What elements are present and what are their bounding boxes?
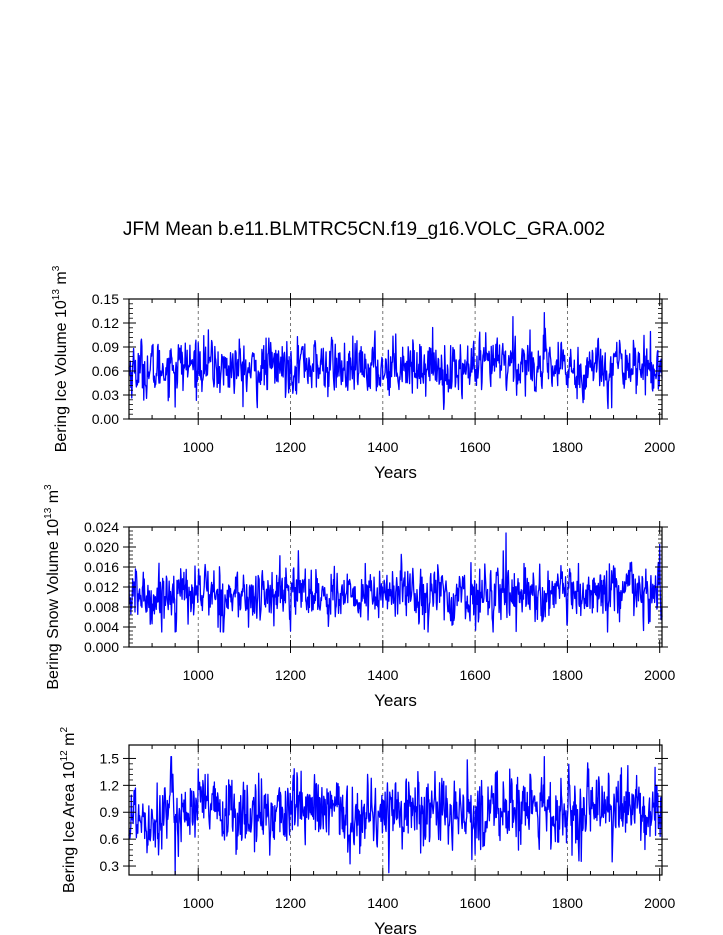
y-tick-label: 0.020 xyxy=(84,539,119,555)
y-tick-label: 0.000 xyxy=(84,639,119,655)
y-tick-label: 0.09 xyxy=(92,339,119,355)
y-tick-label: 0.6 xyxy=(100,831,120,847)
x-tick-label: 1800 xyxy=(552,895,583,911)
x-tick-label: 1000 xyxy=(183,895,214,911)
y-tick-label: 0.00 xyxy=(92,411,119,427)
x-tick-label: 1400 xyxy=(367,895,398,911)
y-axis-label: Bering Snow Volume 1013 m3 xyxy=(43,484,62,690)
x-tick-label: 2000 xyxy=(644,895,675,911)
y-tick-label: 0.004 xyxy=(84,619,119,635)
plot-frame xyxy=(128,526,663,648)
y-tick-label: 0.012 xyxy=(84,579,119,595)
y-tick-label: 0.06 xyxy=(92,363,119,379)
x-axis-label: Years xyxy=(374,919,417,935)
x-tick-label: 1600 xyxy=(460,439,491,455)
y-tick-label: 0.03 xyxy=(92,387,119,403)
plot-frame xyxy=(128,744,663,876)
x-axis-label: Years xyxy=(374,463,417,482)
chart-title: JFM Mean b.e11.BLMTRC5CN.f19_g16.VOLC_GR… xyxy=(123,219,605,240)
y-tick-label: 0.9 xyxy=(100,804,120,820)
y-tick-label: 0.15 xyxy=(92,291,119,307)
x-tick-label: 2000 xyxy=(644,667,675,683)
x-tick-label: 1600 xyxy=(460,667,491,683)
panel-ice-volume: 1000 1200 1400 1600 1800 2000 0.00 0.03 0.06 0.09… xyxy=(51,265,675,482)
y-axis-label: Bering Ice Area 1012 m2 xyxy=(59,727,78,894)
x-tick-label: 1200 xyxy=(275,439,306,455)
x-tick-label: 1200 xyxy=(275,667,306,683)
panel-ice-area: 1000 1200 1400 1600 1800 2000 0.3 0.6 0.9 1.2 1.5 Y… xyxy=(59,727,675,935)
x-tick-label: 1400 xyxy=(367,439,398,455)
x-tick-label: 2000 xyxy=(644,439,675,455)
panel-snow-volume: 1000 1200 1400 1600 1800 2000 0.000 0.004 0.008 0… xyxy=(43,484,675,710)
data-series-line xyxy=(128,311,663,411)
data-series-line xyxy=(128,532,663,633)
y-tick-label: 1.5 xyxy=(100,750,120,766)
y-tick-label: 1.2 xyxy=(100,777,120,793)
x-axis-label: Years xyxy=(374,691,417,710)
x-tick-label: 1000 xyxy=(183,667,214,683)
plot-frame xyxy=(128,298,663,420)
y-tick-label: 0.008 xyxy=(84,599,119,615)
y-tick-label: 0.016 xyxy=(84,559,119,575)
y-tick-label: 0.3 xyxy=(100,858,120,874)
x-tick-label: 1000 xyxy=(183,439,214,455)
x-tick-label: 1600 xyxy=(460,895,491,911)
x-tick-label: 1400 xyxy=(367,667,398,683)
y-axis-label: Bering Ice Volume 1013 m3 xyxy=(51,265,70,452)
x-tick-label: 1200 xyxy=(275,895,306,911)
y-tick-label: 0.12 xyxy=(92,315,119,331)
x-tick-label: 1800 xyxy=(552,439,583,455)
y-tick-label: 0.024 xyxy=(84,519,119,535)
x-tick-label: 1800 xyxy=(552,667,583,683)
data-series-line xyxy=(128,756,663,876)
